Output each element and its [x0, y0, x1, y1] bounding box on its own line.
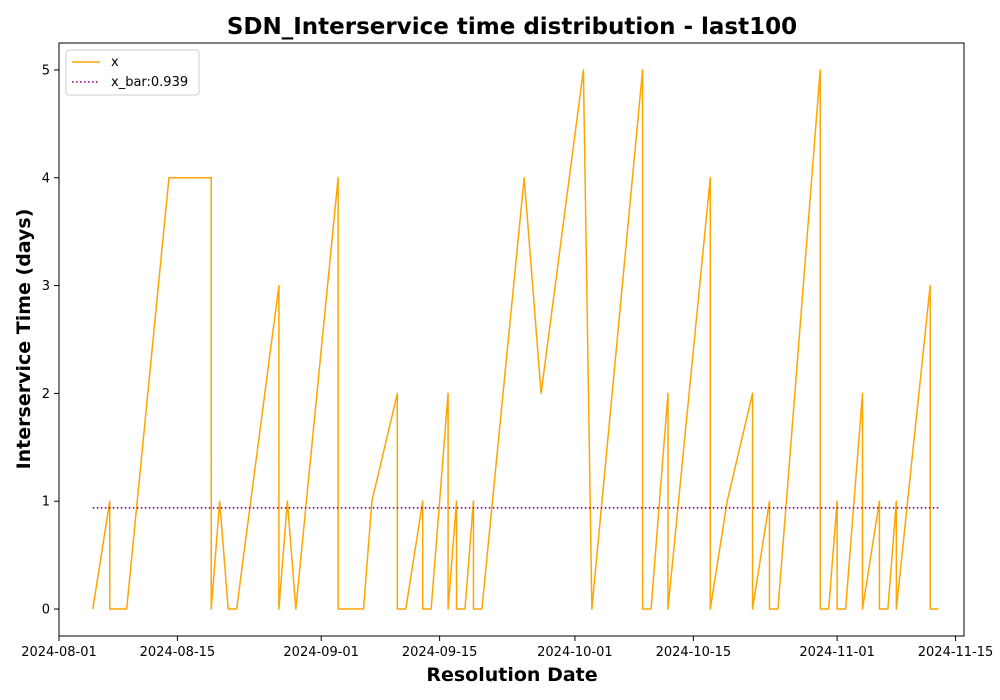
y-tick-label-5: 5: [42, 63, 50, 78]
legend-label-x: x: [111, 55, 119, 70]
x-axis-label: Resolution Date: [426, 664, 597, 686]
y-axis-label: Interservice Time (days): [13, 209, 35, 470]
x-tick-label-4: 2024-10-01: [537, 645, 613, 660]
legend: x x_bar:0.939: [65, 49, 200, 96]
x-axis-ticks: 2024-08-01 2024-08-15 2024-09-01 2024-09-15…: [21, 636, 993, 660]
series-layer: [92, 69, 939, 610]
x-tick-label-6: 2024-11-01: [799, 645, 875, 660]
y-axis-ticks: 0 1 2 3 4 5: [42, 63, 59, 618]
y-tick-label-4: 4: [42, 171, 50, 186]
x-tick-label-3: 2024-09-15: [402, 645, 478, 660]
legend-label-x-bar: x_bar:0.939: [111, 75, 188, 90]
plot-area-frame: [58, 42, 965, 637]
y-tick-label-2: 2: [42, 387, 50, 402]
series-line-0: [92, 69, 939, 610]
x-tick-label-0: 2024-08-01: [21, 645, 97, 660]
y-tick-label-1: 1: [42, 495, 50, 510]
x-tick-label-2: 2024-09-01: [283, 645, 359, 660]
x-tick-label-5: 2024-10-15: [656, 645, 732, 660]
x-tick-label-1: 2024-08-15: [140, 645, 216, 660]
x-tick-label-7: 2024-11-15: [918, 645, 994, 660]
chart-title: SDN_Interservice time distribution - las…: [227, 14, 797, 40]
y-tick-label-0: 0: [42, 603, 50, 618]
y-tick-label-3: 3: [42, 279, 50, 294]
